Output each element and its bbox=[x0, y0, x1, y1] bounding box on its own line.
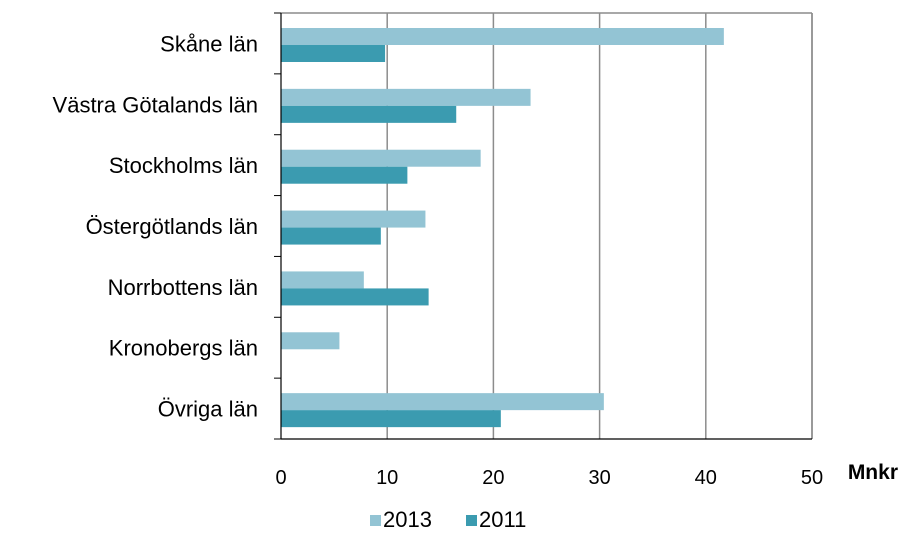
x-tick-labels: 0 10 20 30 40 50 bbox=[275, 467, 823, 489]
category-label: Stockholms län bbox=[109, 153, 258, 178]
category-label: Kronobergs län bbox=[109, 336, 258, 361]
legend-swatch-2011 bbox=[466, 515, 477, 526]
category-label: Norrbottens län bbox=[108, 275, 258, 300]
category-labels: Skåne län Västra Götalands län Stockholms … bbox=[53, 31, 258, 421]
bar-2013 bbox=[281, 332, 340, 350]
axes bbox=[274, 12, 812, 440]
x-tick-label: 50 bbox=[801, 467, 823, 489]
unit-label: Mnkr bbox=[848, 461, 898, 484]
bar-2013 bbox=[281, 210, 426, 228]
category-label: Östergötlands län bbox=[86, 214, 258, 239]
bar-2011 bbox=[281, 166, 408, 184]
bar-2011 bbox=[281, 105, 457, 123]
bar-2013 bbox=[281, 393, 604, 411]
legend-label: 2013 bbox=[383, 507, 432, 532]
x-tick-label: 10 bbox=[376, 467, 398, 489]
x-tick-label: 40 bbox=[695, 467, 717, 489]
bar-2011 bbox=[281, 288, 429, 306]
x-tick-label: 20 bbox=[482, 467, 504, 489]
bar-2011 bbox=[281, 45, 386, 62]
category-label: Västra Götalands län bbox=[53, 92, 258, 117]
bar-2013 bbox=[281, 271, 364, 289]
category-label: Skåne län bbox=[160, 31, 258, 56]
category-label: Övriga län bbox=[158, 397, 258, 422]
legend-label: 2011 bbox=[479, 507, 526, 532]
bar-2013 bbox=[281, 149, 481, 167]
legend-swatch-2013 bbox=[370, 515, 381, 526]
gridlines bbox=[281, 12, 813, 439]
bar-2011 bbox=[281, 410, 501, 428]
x-tick-label: 0 bbox=[275, 467, 286, 489]
bar-2013 bbox=[281, 88, 531, 106]
x-tick-label: 30 bbox=[588, 467, 610, 489]
legend: 2013 2011 bbox=[370, 507, 526, 532]
bar-2011 bbox=[281, 227, 381, 245]
bar-2013 bbox=[281, 28, 724, 45]
bars bbox=[281, 28, 724, 428]
